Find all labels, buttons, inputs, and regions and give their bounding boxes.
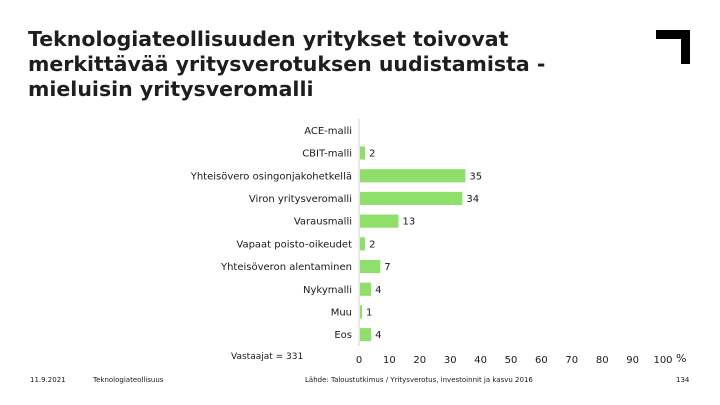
respondents-note: Vastaajat = 331 [231, 352, 304, 362]
bar [360, 191, 463, 206]
category-label: Muu [331, 307, 352, 318]
data-label: 2 [369, 149, 375, 160]
page-title: Teknologiateollisuuden yritykset toivova… [28, 27, 608, 102]
bar [360, 259, 381, 274]
data-label: 4 [375, 330, 381, 341]
footer-date: 11.9.2021 [30, 376, 66, 384]
x-tick-label: 90 [626, 355, 639, 366]
data-label: 7 [384, 262, 390, 273]
data-label: 34 [466, 194, 479, 205]
logo-bar-horizontal [656, 30, 690, 39]
x-tick-label: 70 [565, 355, 578, 366]
x-tick-label: 40 [474, 355, 487, 366]
data-label: 13 [403, 217, 416, 228]
bar [360, 146, 366, 160]
category-label: Vapaat poisto-oikeudet [236, 239, 352, 250]
x-tick-label: 0 [356, 355, 362, 366]
bar [360, 214, 399, 228]
category-label: Viron yritysveromalli [249, 194, 352, 205]
footer-source: Lähde: Taloustutkimus / Yritysverotus, i… [305, 376, 533, 384]
category-label: ACE-malli [304, 126, 352, 137]
bar [360, 328, 372, 342]
bar [360, 305, 363, 319]
data-label: 35 [469, 171, 482, 182]
category-label: Nykymalli [303, 285, 352, 296]
bar [360, 282, 372, 296]
bar [360, 237, 366, 251]
x-tick-label: 60 [535, 355, 548, 366]
footer-page-number: 134 [676, 376, 690, 384]
data-label: 2 [369, 239, 375, 250]
title-line-2: merkittävää yritysverotuksen uudistamist… [28, 52, 546, 76]
category-label: Eos [334, 330, 352, 341]
corner-bracket-logo-icon [656, 30, 690, 64]
title-line-1: Teknologiateollisuuden yritykset toivova… [28, 27, 509, 51]
category-label: Yhteisövero osingonjakohetkellä [190, 171, 352, 182]
title-line-3: mieluisin yritysveromalli [28, 77, 314, 101]
data-label: 4 [375, 285, 381, 296]
logo-bar-vertical [681, 30, 690, 64]
bar [360, 169, 466, 183]
x-tick-label: 30 [444, 355, 457, 366]
footer-organization: Teknologiateollisuus [93, 376, 164, 384]
x-tick-label: 80 [596, 355, 609, 366]
data-label: 1 [366, 307, 372, 318]
x-tick-label: 10 [383, 355, 396, 366]
category-label: Varausmalli [294, 217, 352, 228]
category-label: Yhteisöveron alentaminen [220, 262, 352, 273]
x-tick-label: 20 [413, 355, 426, 366]
category-label: CBIT-malli [302, 149, 352, 160]
x-tick-label: 100 [653, 355, 672, 366]
axis-unit-label: % [676, 352, 687, 365]
x-tick-label: 50 [505, 355, 518, 366]
